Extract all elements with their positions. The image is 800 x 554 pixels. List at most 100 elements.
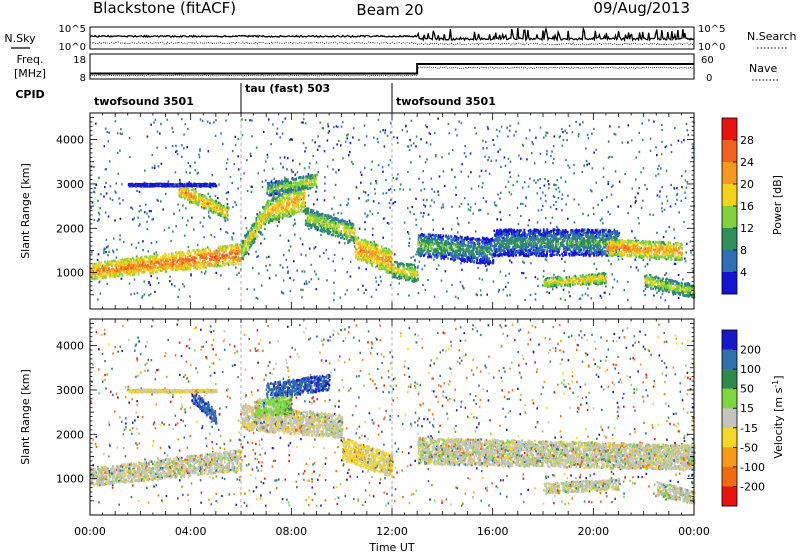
data-cell <box>153 264 155 268</box>
data-cell <box>232 205 234 209</box>
data-cell <box>250 244 252 247</box>
data-cell <box>274 196 277 199</box>
data-cell <box>278 199 280 203</box>
data-cell <box>348 221 351 224</box>
data-cell <box>93 275 96 278</box>
data-cell <box>359 249 362 253</box>
data-cell <box>435 155 437 158</box>
data-cell <box>521 202 524 205</box>
data-cell <box>665 272 668 275</box>
data-cell <box>287 201 290 204</box>
data-cell <box>254 237 257 240</box>
data-cell <box>518 154 520 157</box>
data-cell <box>155 261 158 264</box>
data-cell <box>435 154 437 157</box>
data-cell <box>421 247 424 250</box>
data-cell <box>144 256 146 259</box>
data-cell <box>483 248 486 252</box>
data-cell <box>451 149 454 152</box>
data-cell <box>389 159 392 162</box>
data-cell <box>282 292 285 295</box>
data-cell <box>196 243 199 247</box>
data-cell <box>353 245 356 248</box>
data-cell <box>187 268 190 271</box>
data-cell <box>226 158 229 161</box>
data-cell <box>317 220 320 223</box>
data-cell <box>253 231 256 235</box>
data-cell <box>294 202 297 205</box>
data-cell <box>282 208 284 211</box>
data-cell <box>121 132 123 135</box>
data-cell <box>299 237 302 240</box>
data-cell <box>246 236 249 239</box>
data-cell <box>584 292 587 295</box>
data-cell <box>346 220 348 224</box>
data-cell <box>167 262 169 265</box>
data-cell <box>562 138 565 142</box>
data-cell <box>316 220 319 224</box>
data-cell <box>406 275 409 279</box>
data-cell <box>364 144 366 147</box>
data-cell <box>187 161 189 165</box>
data-cell <box>372 245 375 249</box>
data-cell <box>260 220 262 223</box>
data-cell <box>314 215 316 218</box>
data-cell <box>298 210 300 213</box>
data-cell <box>199 250 202 253</box>
data-cell <box>426 240 428 243</box>
data-cell <box>172 256 174 259</box>
data-cell <box>235 258 238 261</box>
data-cell <box>463 238 465 242</box>
data-cell <box>573 221 576 224</box>
data-cell <box>205 265 208 268</box>
data-cell <box>210 186 212 189</box>
data-cell <box>415 253 417 256</box>
data-cell <box>315 288 318 291</box>
data-cell <box>371 257 373 261</box>
data-cell <box>288 209 291 212</box>
data-cell <box>92 272 95 276</box>
data-cell <box>138 224 140 227</box>
data-cell <box>527 185 530 188</box>
data-cell <box>113 259 115 263</box>
data-cell <box>190 264 192 267</box>
data-cell <box>322 218 324 221</box>
data-cell <box>405 276 407 279</box>
data-cell <box>311 210 313 213</box>
data-cell <box>169 280 171 283</box>
data-cell <box>465 155 467 158</box>
data-cell <box>323 150 326 153</box>
data-cell <box>106 130 109 134</box>
data-cell <box>130 258 132 261</box>
data-cell <box>129 269 131 273</box>
data-cell <box>549 206 552 209</box>
data-cell <box>241 256 243 260</box>
data-cell <box>112 251 115 254</box>
data-cell <box>302 121 304 124</box>
data-cell <box>563 269 565 272</box>
data-cell <box>252 230 255 233</box>
data-cell <box>513 134 515 137</box>
data-cell <box>150 123 152 126</box>
data-cell <box>316 210 318 213</box>
data-cell <box>434 132 436 135</box>
data-cell <box>459 253 462 256</box>
data-cell <box>314 219 317 223</box>
data-cell <box>288 192 291 195</box>
data-cell <box>369 256 372 259</box>
data-cell <box>227 191 229 194</box>
data-cell <box>106 270 109 273</box>
data-cell <box>392 266 394 269</box>
data-cell <box>127 270 130 274</box>
data-cell <box>573 163 575 166</box>
data-cell <box>145 261 147 264</box>
data-cell <box>112 271 115 275</box>
data-cell <box>172 254 175 257</box>
data-cell <box>198 252 200 255</box>
data-cell <box>421 268 424 271</box>
data-cell <box>151 255 154 259</box>
data-cell <box>105 251 107 254</box>
data-cell <box>137 216 139 219</box>
data-cell <box>305 209 308 212</box>
